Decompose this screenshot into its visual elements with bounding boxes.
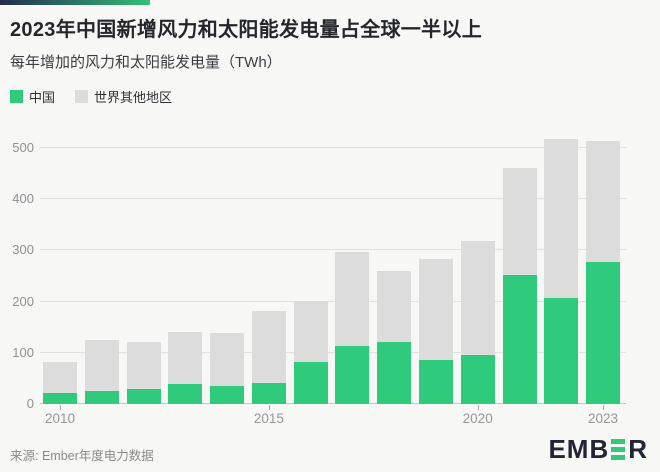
x-tick-label-2015: 2015 [253,411,284,426]
bar-2022-china-segment [544,298,579,404]
gridline-200 [40,300,626,302]
bar-2019 [418,259,453,404]
x-tick-label-2023: 2023 [587,411,619,426]
gridline-0 [40,403,626,404]
gridline-400 [40,198,626,200]
bar-2016-china-segment [293,361,328,404]
x-tick-label-2010: 2010 [44,411,76,426]
bar-2017 [335,252,370,404]
bar-2020 [460,240,495,404]
legend-swatch-rest-of-world-icon [75,90,89,103]
bar-2014-rest-of-world-segment [210,333,245,386]
bar-2017-rest-of-world-segment [335,252,370,346]
bar-2013-rest-of-world-segment [168,332,203,384]
y-tick-label-200: 200 [12,293,34,309]
bar-2018-china-segment [377,342,412,404]
bar-2010 [43,362,77,404]
x-axis: 2010 2015 2020 2023 [43,404,621,432]
bar-2016 [293,301,328,404]
bar-2010-rest-of-world-segment [43,362,77,393]
bar-2022-rest-of-world-segment [544,139,579,298]
x-tick-2020 [477,405,479,410]
legend-label-china: 中国 [29,90,56,105]
bar-2015-rest-of-world-segment [251,310,286,383]
source-note: 来源: Ember年度电力数据 [10,449,154,463]
bar-2022 [544,139,579,404]
y-tick-label-500: 500 [12,140,34,155]
y-tick-label-300: 300 [12,242,34,258]
bar-2023 [586,141,620,404]
bar-2010-china-segment [43,392,77,404]
bar-2014-china-segment [210,385,245,404]
chart-gridlines [40,138,626,404]
y-axis: 0 100 200 300 400 500 [0,138,34,411]
bar-2018 [377,271,412,404]
gridline-500 [40,147,626,148]
ember-logo-text-right: R [628,434,648,464]
bar-2013 [168,332,203,404]
bar-2015-china-segment [251,382,286,404]
y-tick-label-0: 0 [26,396,34,411]
bar-2011-china-segment [84,390,119,404]
gridline-100 [40,351,626,353]
bar-2012-china-segment [126,388,161,404]
legend: 中国 世界其他地区 [10,87,172,106]
bar-2011 [84,340,119,404]
ember-logo-text-left: EMB [548,434,610,464]
legend-swatch-china-icon [10,90,23,103]
bar-2021-china-segment [502,274,537,404]
bar-2014 [210,333,245,404]
ember-logo-e-icon [611,438,626,460]
bar-2021-rest-of-world-segment [502,168,537,275]
bar-2020-rest-of-world-segment [460,240,495,355]
legend-item-rest-of-world: 世界其他地区 [75,87,172,106]
bar-2021 [502,168,537,404]
x-tick-2010 [60,405,61,410]
x-tick-2015 [268,405,270,410]
bar-2019-rest-of-world-segment [418,259,453,360]
x-tick-2023 [603,405,604,410]
legend-item-china: 中国 [10,87,55,106]
bar-2023-china-segment [586,261,620,404]
chart-title: 2023年中国新增风力和太阳能发电量占全球一半以上 [10,19,482,41]
bar-2016-rest-of-world-segment [293,301,328,362]
bar-2015 [251,310,286,404]
bar-2019-china-segment [418,360,453,404]
chart-subtitle: 每年增加的风力和太阳能发电量（TWh） [10,54,282,71]
x-tick-label-2020: 2020 [462,411,493,426]
bar-2020-china-segment [460,354,495,404]
bar-2013-china-segment [168,383,203,404]
stacked-bar-plot [43,138,621,404]
gridline-300 [40,249,626,251]
bar-2018-rest-of-world-segment [377,271,412,342]
bar-2011-rest-of-world-segment [84,340,119,391]
bar-2023-rest-of-world-segment [586,141,620,262]
bar-2017-china-segment [335,345,370,404]
ember-logo: EMB R [548,436,648,462]
bar-2012 [126,341,161,404]
bar-2012-rest-of-world-segment [126,341,161,389]
y-tick-label-100: 100 [12,344,34,360]
accent-gradient-bar [0,0,150,5]
y-tick-label-400: 400 [12,191,34,207]
legend-label-rest-of-world: 世界其他地区 [94,90,173,105]
